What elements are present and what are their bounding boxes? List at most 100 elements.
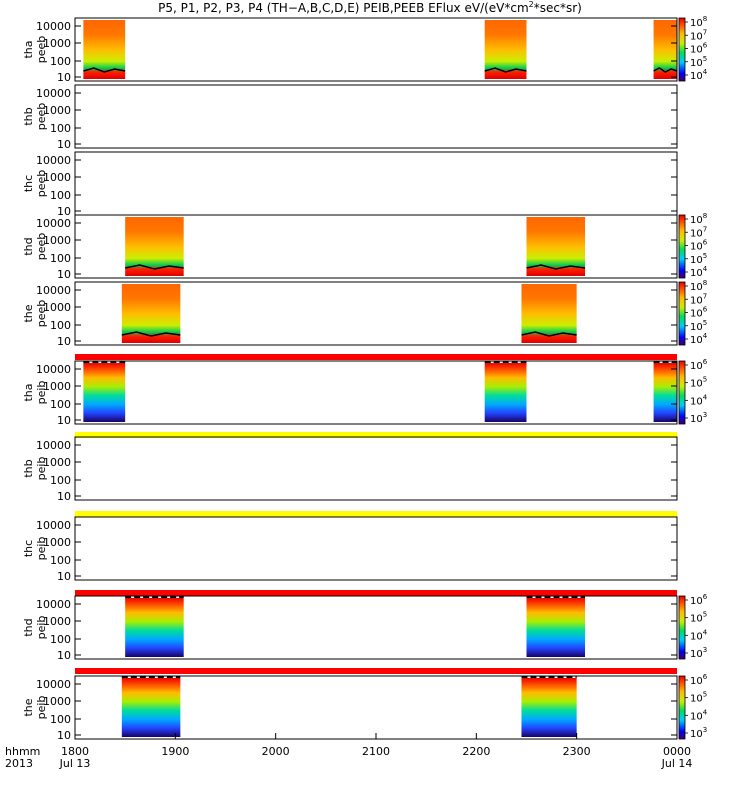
colorbar-exponent: 3 xyxy=(703,646,707,654)
colorbar-tick-label: 108 xyxy=(690,279,707,293)
colorbar-exponent: 8 xyxy=(703,212,707,220)
probe-label: the xyxy=(22,304,35,322)
colorbar-base: 10 xyxy=(690,255,703,266)
panel-frame xyxy=(74,595,678,660)
colorbar-tick-label: 106 xyxy=(690,593,708,607)
product-label: peib xyxy=(35,381,48,405)
spectrogram-block xyxy=(526,598,586,657)
status-bar xyxy=(75,668,677,674)
colorbar-exponent: 4 xyxy=(703,708,708,716)
colorbar xyxy=(678,360,686,425)
probe-label: tha xyxy=(22,383,35,401)
colorbar-exponent: 6 xyxy=(703,306,708,314)
panel-thb-peeb: 10000 1000 100 10 thb peeb xyxy=(22,84,678,151)
colorbar-tick-label: 104 xyxy=(690,708,708,722)
colorbar-tick-label: 108 xyxy=(690,15,707,29)
spacecraft-potential-trace xyxy=(484,67,527,73)
x-tick-label: 1800 xyxy=(61,745,89,758)
colorbar-exponent: 6 xyxy=(703,358,708,366)
colorbar-tick-label: 107 xyxy=(690,225,707,239)
colorbar-exponent: 5 xyxy=(703,611,707,619)
x-tick-label: 0000 xyxy=(663,745,691,758)
colorbar-base: 10 xyxy=(690,596,703,607)
y-tick-label: 100 xyxy=(50,554,71,567)
colorbar-exponent: 7 xyxy=(703,28,707,36)
colorbar-exponent: 6 xyxy=(703,673,708,681)
colorbar-tick-label: 107 xyxy=(690,292,707,306)
x-year-label: 2013 xyxy=(5,757,33,770)
colorbar-exponent: 3 xyxy=(703,411,707,419)
y-tick-label: 10 xyxy=(57,570,71,583)
y-tick-label: 1000 xyxy=(43,234,71,247)
product-label: peib xyxy=(35,457,48,481)
colorbar-base: 10 xyxy=(690,215,703,226)
colorbar-exponent: 4 xyxy=(703,393,708,401)
panel-thc-peeb: 10000 1000 100 10 thc peeb xyxy=(22,151,678,218)
colorbar-base: 10 xyxy=(690,694,703,705)
colorbar-tick-label: 106 xyxy=(690,358,708,372)
spectrogram-block xyxy=(121,678,181,737)
spacecraft-potential-trace xyxy=(83,67,126,73)
colorbar-tick-label: 104 xyxy=(690,332,708,346)
colorbar-tick-label: 105 xyxy=(690,691,707,705)
spectrogram-block xyxy=(484,363,527,422)
y-tick-label: 1000 xyxy=(43,456,71,469)
y-tick-label: 1000 xyxy=(43,301,71,314)
spectrogram-block xyxy=(653,20,677,79)
y-tick-label: 10 xyxy=(57,414,71,427)
colorbar-tick-label: 104 xyxy=(690,68,708,82)
y-tick-label: 100 xyxy=(50,189,71,202)
y-tick-label: 1000 xyxy=(43,171,71,184)
colorbar-base: 10 xyxy=(690,711,703,722)
spacecraft-potential-trace xyxy=(125,264,184,270)
panel-frame xyxy=(74,214,678,279)
product-label: peib xyxy=(35,696,48,720)
y-tick-label: 10000 xyxy=(36,519,71,532)
panel-thb-peib: 10000 1000 100 10 thb peib xyxy=(22,436,678,503)
y-tick-label: 100 xyxy=(50,319,71,332)
x-tick-label: 1900 xyxy=(161,745,189,758)
product-label: peib xyxy=(35,537,48,561)
probe-label: thd xyxy=(22,237,35,255)
colorbar-tick-label: 103 xyxy=(690,646,707,660)
y-tick-label: 100 xyxy=(50,55,71,68)
probe-label: thb xyxy=(22,107,35,125)
y-tick-label: 10000 xyxy=(36,439,71,452)
colorbar-base: 10 xyxy=(690,18,703,29)
colorbar-exponent: 6 xyxy=(703,42,708,50)
y-tick-label: 100 xyxy=(50,474,71,487)
x-date-start-label: Jul 13 xyxy=(59,757,91,770)
y-tick-label: 10 xyxy=(57,335,71,348)
x-tick-label: 2000 xyxy=(262,745,290,758)
spectrogram-block xyxy=(653,363,677,422)
probe-label: thb xyxy=(22,459,35,477)
y-tick-label: 1000 xyxy=(43,104,71,117)
colorbar-base: 10 xyxy=(690,335,703,346)
colorbar-base: 10 xyxy=(690,614,703,625)
colorbar xyxy=(678,281,686,346)
product-label: peeb xyxy=(35,233,48,261)
colorbar-tick-label: 105 xyxy=(690,319,707,333)
spacecraft-potential-trace xyxy=(526,264,586,270)
colorbar-base: 10 xyxy=(690,649,703,660)
colorbar-exponent: 3 xyxy=(703,726,707,734)
colorbar-tick-label: 105 xyxy=(690,611,707,625)
probe-label: thc xyxy=(22,175,35,192)
probe-label: the xyxy=(22,698,35,716)
probe-label: tha xyxy=(22,40,35,58)
y-tick-label: 100 xyxy=(50,713,71,726)
y-tick-label: 1000 xyxy=(43,37,71,50)
y-tick-label: 100 xyxy=(50,633,71,646)
spacecraft-potential-trace xyxy=(521,331,577,337)
colorbar-base: 10 xyxy=(690,242,703,253)
product-label: peeb xyxy=(35,36,48,64)
colorbar-tick-label: 106 xyxy=(690,673,708,687)
colorbar-base: 10 xyxy=(690,309,703,320)
status-bar xyxy=(75,432,677,438)
y-tick-label: 100 xyxy=(50,252,71,265)
